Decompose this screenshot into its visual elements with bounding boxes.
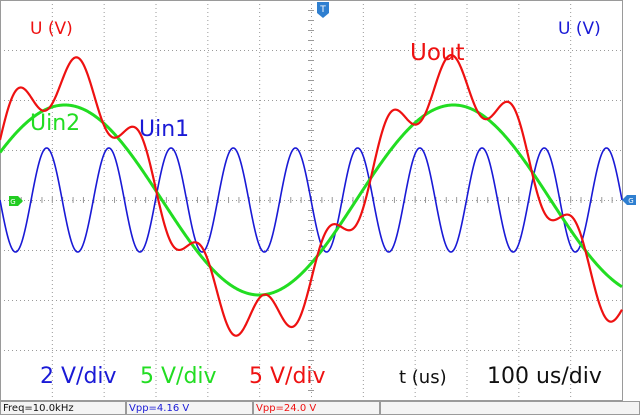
channel-markers: T G G — [9, 2, 636, 206]
time-scale-label: 100 us/div — [487, 364, 602, 389]
status-vpp-ch1: Vpp=4.16 V — [126, 401, 253, 415]
right-axis-label: U (V) — [558, 19, 601, 39]
uin2-label: Uin2 — [30, 111, 81, 136]
status-vpp-ch2: Vpp=24.0 V — [253, 401, 380, 415]
trigger-marker-label: T — [319, 5, 326, 15]
ground-marker-left-label: G — [10, 198, 15, 206]
time-axis-label: t (us) — [399, 367, 447, 388]
traces — [0, 53, 623, 337]
uout-label: Uout — [410, 40, 465, 66]
trace-uout — [0, 53, 623, 337]
status-freq: Freq=10.0kHz — [0, 401, 126, 415]
ground-marker-right-label: G — [628, 197, 633, 205]
scale-uin2-label: 5 V/div — [140, 364, 217, 389]
uin1-label: Uin1 — [139, 117, 190, 142]
ground-marker-right-icon[interactable] — [622, 195, 636, 205]
status-slot-4 — [380, 401, 640, 415]
scale-uin1-label: 2 V/div — [40, 364, 117, 389]
trigger-marker-icon[interactable] — [317, 2, 329, 18]
scale-uout-label: 5 V/div — [249, 364, 326, 389]
left-axis-label: U (V) — [30, 19, 73, 39]
trace-uin1 — [0, 147, 623, 253]
ground-marker-left-icon[interactable] — [9, 196, 23, 206]
